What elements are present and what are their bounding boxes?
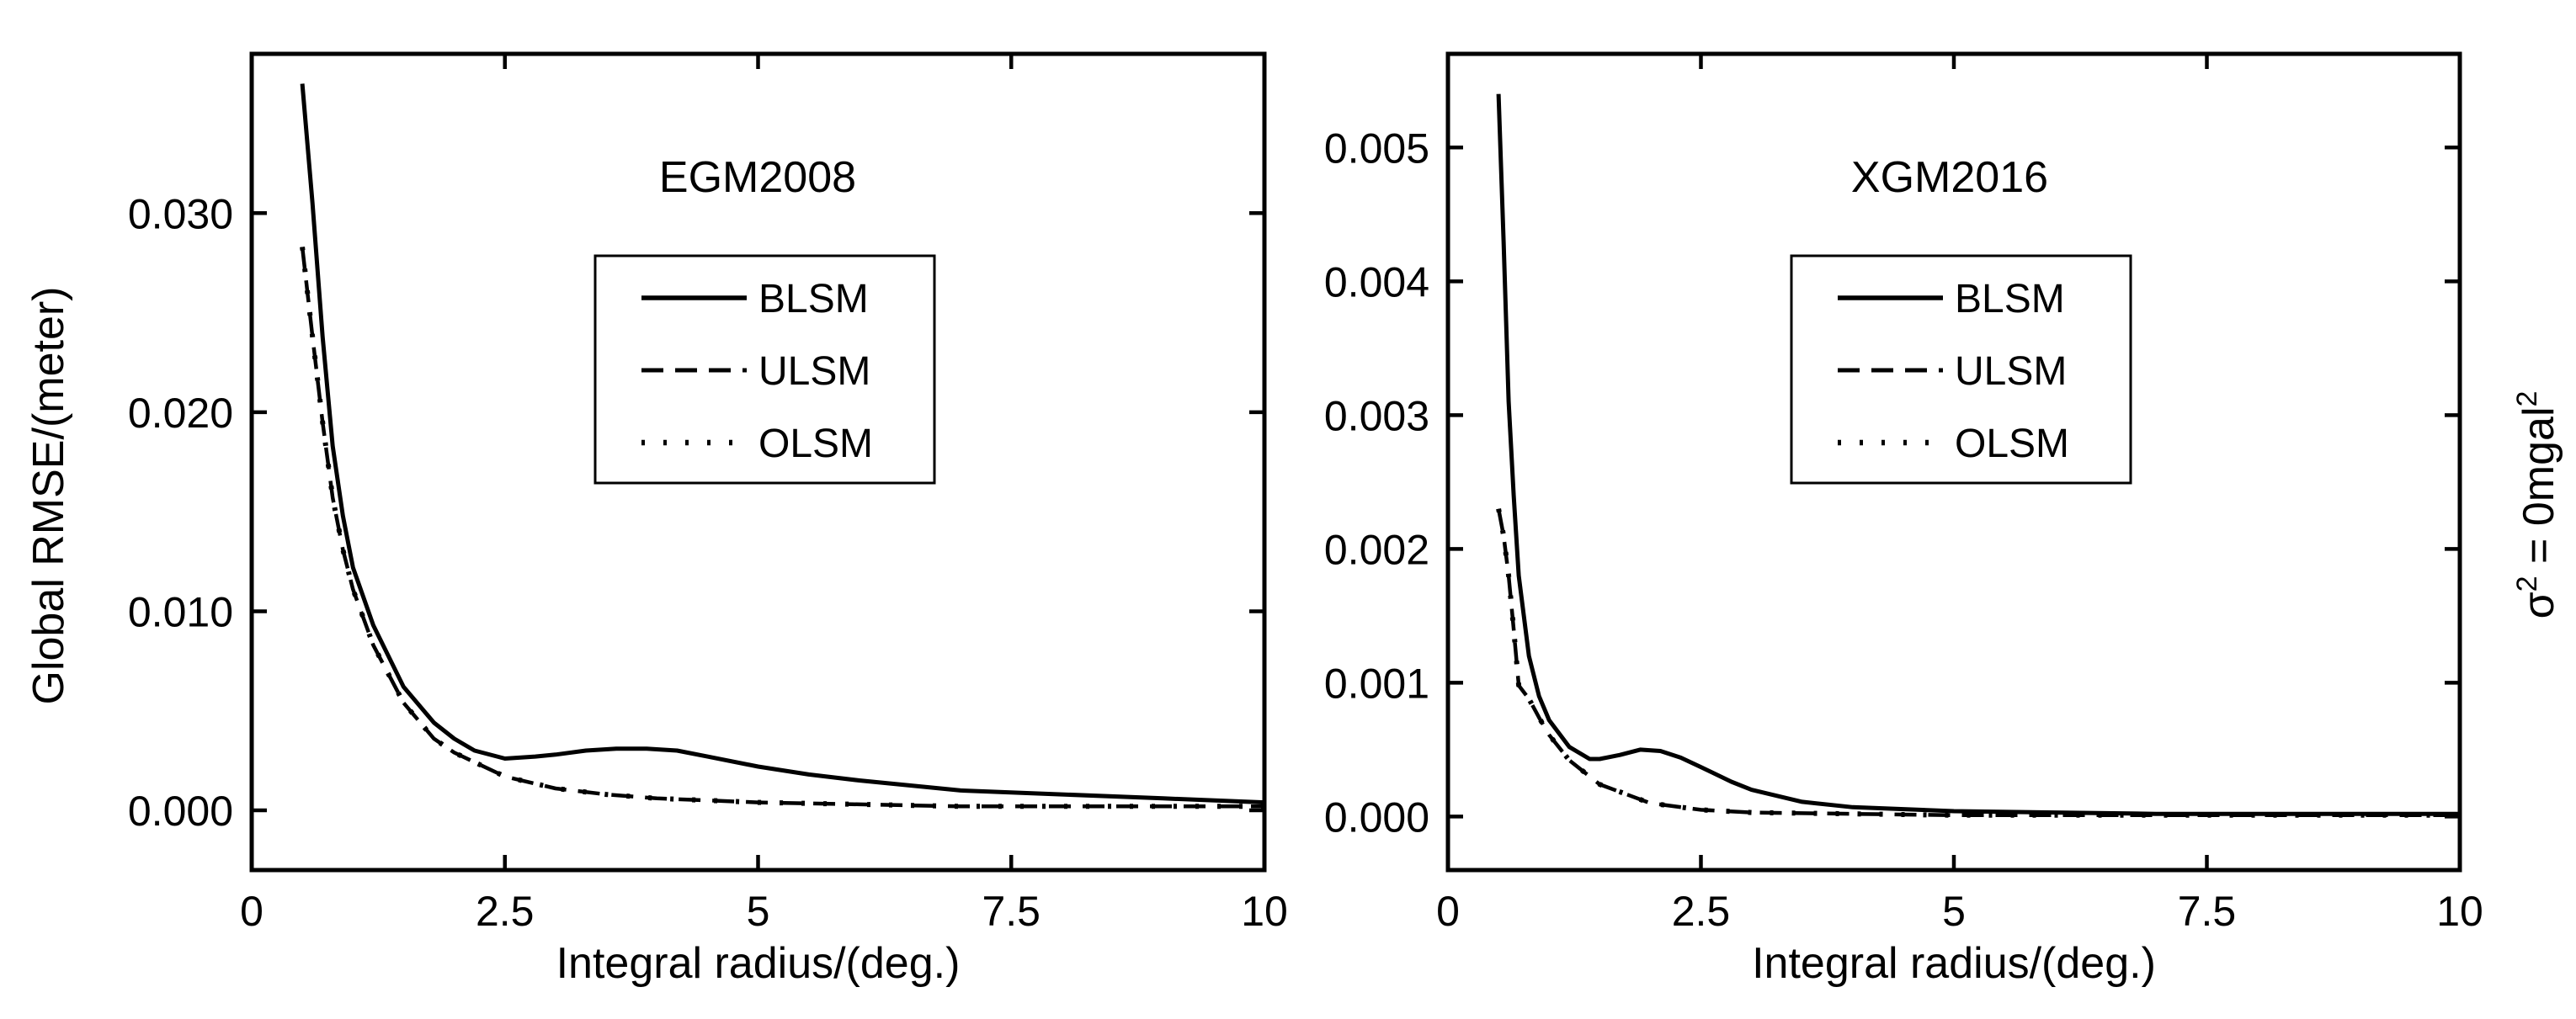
y-tick-label: 0.005 — [1324, 125, 1429, 172]
y-tick-label: 0.002 — [1324, 526, 1429, 573]
legend-label-ulsm: ULSM — [758, 349, 870, 394]
legend: BLSM ULSM OLSM — [1790, 254, 2132, 485]
side-label-sup1: 2 — [2511, 576, 2543, 592]
x-tick-label: 10 — [1241, 888, 1288, 935]
x-tick-label: 2.5 — [476, 888, 535, 935]
series-group — [1496, 93, 2460, 818]
chart-panel-xgm2016: 0 2.5 5 7.5 10 0.000 0.001 0.002 0.003 0.004 0.005… — [1324, 51, 2483, 988]
y-axis-title: Global RMSE/(meter) — [24, 287, 73, 705]
x-tick-label: 2.5 — [1672, 888, 1731, 935]
chart-panel-egm2008: 0 2.5 5 7.5 10 0.000 0.010 0.020 0.030 Integral r… — [24, 51, 1288, 988]
legend-label-olsm: OLSM — [758, 422, 873, 466]
legend-label-blsm: BLSM — [1955, 277, 2065, 321]
series-group — [300, 83, 1264, 809]
side-label-middle: = 0mgal — [2515, 407, 2563, 576]
y-tick-label: 0.030 — [128, 190, 233, 237]
y-tick-label: 0.010 — [128, 588, 233, 635]
legend-label-blsm: BLSM — [758, 277, 869, 321]
y-tick-label: 0.020 — [128, 390, 233, 437]
y-tick-label: 0.001 — [1324, 660, 1429, 707]
x-tick-label: 10 — [2436, 888, 2483, 935]
series-line-ulsm — [1496, 508, 2460, 818]
x-axis-title: Integral radius/(deg.) — [1752, 939, 2156, 988]
x-tick-label: 0 — [240, 888, 263, 935]
x-tick-label: 5 — [1942, 888, 1966, 935]
x-tick-label: 5 — [747, 888, 770, 935]
side-label-sigma: σ2 = 0mgal2 — [2511, 391, 2563, 619]
x-tick-label: 7.5 — [2178, 888, 2237, 935]
y-tick-label: 0.003 — [1324, 392, 1429, 439]
panel-title: XGM2016 — [1851, 153, 2048, 202]
legend-label-ulsm: ULSM — [1955, 349, 2067, 394]
y-tick-label: 0.004 — [1324, 258, 1429, 305]
panel-title: EGM2008 — [659, 153, 856, 202]
series-line-blsm — [300, 83, 1264, 805]
series-line-olsm — [1496, 508, 2460, 818]
series-line-blsm — [1496, 93, 2460, 816]
x-tick-label: 0 — [1436, 888, 1460, 935]
series-line-olsm — [300, 247, 1264, 809]
x-axis-title: Integral radius/(deg.) — [556, 939, 961, 988]
y-tick-label: 0.000 — [128, 788, 233, 835]
side-label-sup2: 2 — [2511, 391, 2543, 407]
x-tick-label: 7.5 — [982, 888, 1041, 935]
legend: BLSM ULSM OLSM — [593, 254, 936, 485]
side-label-prefix: σ — [2515, 592, 2563, 618]
y-tick-label: 0.000 — [1324, 793, 1429, 841]
legend-label-olsm: OLSM — [1955, 422, 2069, 466]
